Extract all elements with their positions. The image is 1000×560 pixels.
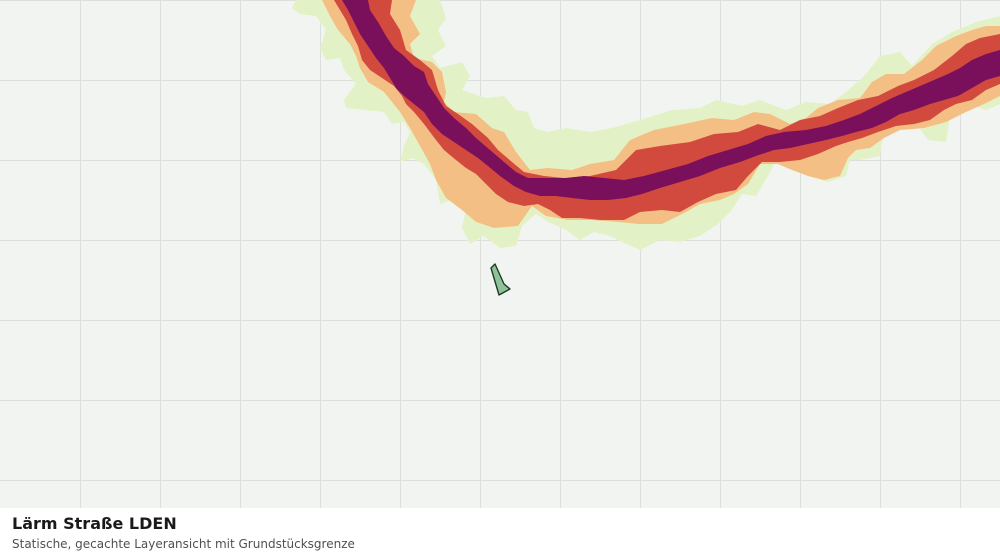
layer-description: Statische, gecachte Layeransicht mit Gru… <box>12 537 355 551</box>
map-canvas <box>0 0 1000 508</box>
layer-title: Lärm Straße LDEN <box>12 514 177 533</box>
property-parcel[interactable] <box>490 263 511 296</box>
grid-lines <box>0 0 1000 508</box>
map-view[interactable] <box>0 0 1000 508</box>
parcel-boundary[interactable] <box>490 263 511 296</box>
map-caption: Lärm Straße LDEN Statische, gecachte Lay… <box>0 508 1000 560</box>
